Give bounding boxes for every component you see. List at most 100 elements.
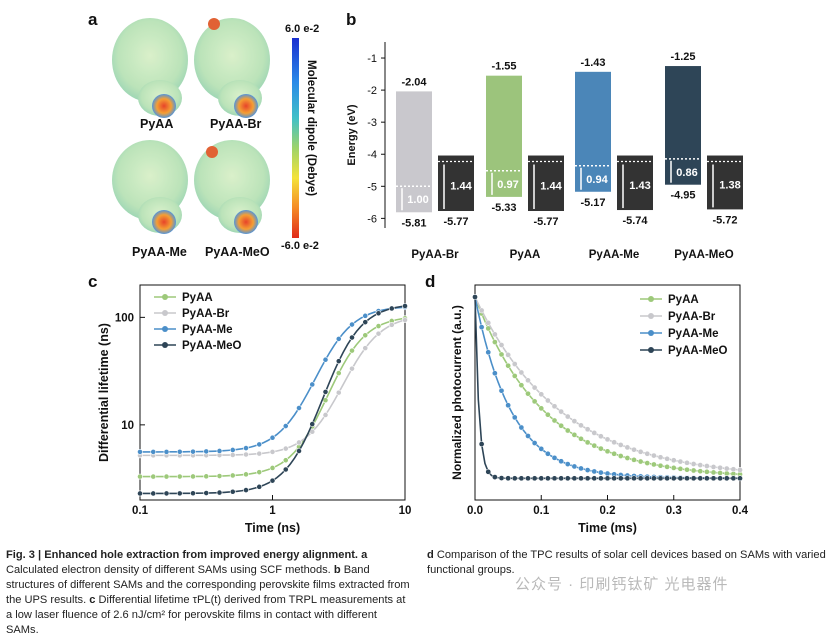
- d-data-point: [571, 418, 578, 424]
- caption-right: d Comparison of the TPC results of solar…: [427, 548, 827, 578]
- d-data-point: [525, 390, 531, 397]
- d-data-point: [664, 475, 670, 482]
- d-x-tick-label: 0.3: [666, 505, 682, 517]
- d-data-point: [551, 403, 558, 410]
- c-data-point: [322, 412, 329, 418]
- c-data-point: [137, 449, 143, 455]
- c-data-point: [229, 472, 236, 479]
- caption-c-label: c: [89, 594, 96, 606]
- d-data-point: [525, 433, 531, 439]
- d-data-point: [631, 446, 637, 453]
- d-data-point: [498, 342, 505, 348]
- d-data-point: [598, 433, 604, 440]
- molecule-label-pyaa: PyAA: [140, 117, 174, 131]
- d-legend-label: PyAA: [668, 294, 699, 306]
- b-category-label: PyAA: [510, 249, 541, 261]
- c-data-point: [335, 389, 342, 396]
- d-data-point: [531, 384, 538, 391]
- c-data-point: [256, 469, 263, 476]
- d-data-point: [505, 402, 511, 409]
- d-data-point: [558, 422, 564, 429]
- c-data-point: [163, 473, 170, 480]
- c-data-point: [216, 473, 223, 479]
- d-data-point: [624, 444, 631, 451]
- c-data-point: [229, 488, 236, 495]
- c-legend-label: PyAA-MeO: [182, 340, 241, 352]
- d-data-point: [584, 439, 591, 446]
- c-data-point: [256, 441, 263, 448]
- d-data-point: [531, 398, 538, 405]
- c-data-point: [282, 457, 289, 464]
- caption-a-label: a: [361, 549, 368, 561]
- d-data-point: [737, 475, 743, 482]
- d-data-point: [492, 331, 498, 338]
- d-data-point: [677, 458, 684, 465]
- d-data-point: [485, 320, 492, 326]
- charts-svg: -1 -2 -3 -4 -5 -6 Energy (eV) -2.04 -5.81 1.00 1.4…: [97, 42, 749, 535]
- c-data-point: [349, 334, 355, 341]
- b-sam-offset-label: 0.86: [676, 167, 697, 179]
- d-data-point: [690, 467, 697, 474]
- d-data-point: [611, 439, 617, 446]
- d-data-point: [604, 470, 611, 477]
- d-data-point: [511, 373, 518, 379]
- d-data-point: [723, 470, 730, 477]
- d-data-point: [478, 307, 485, 314]
- b-sam-top-label: -1.55: [491, 61, 516, 73]
- c-data-point: [150, 448, 157, 455]
- c-data-point: [388, 305, 395, 312]
- caption-left: Fig. 3 | Enhanced hole extraction from i…: [6, 548, 411, 638]
- d-data-point: [737, 467, 743, 473]
- c-data-point: [388, 321, 395, 328]
- d-data-point: [670, 457, 677, 464]
- colorbar-title: Molecular dipole (Debye): [305, 60, 317, 197]
- c-data-point: [203, 473, 210, 480]
- d-data-point: [545, 411, 551, 418]
- c-x-tick-label: 10: [399, 505, 412, 517]
- d-data-point: [505, 475, 511, 482]
- c-data-point: [150, 473, 157, 480]
- d-data-point: [657, 462, 664, 469]
- d-data-point: [564, 461, 571, 467]
- d-data-point: [564, 475, 571, 482]
- b-sam-offset-label: 0.94: [586, 174, 608, 186]
- b-perovskite-offset-label: 1.44: [540, 180, 562, 192]
- d-legend-label: PyAA-Me: [668, 328, 718, 340]
- d-data-point: [598, 475, 604, 482]
- b-category-label: PyAA-Me: [589, 249, 639, 261]
- c-data-point: [402, 317, 408, 323]
- d-data-point: [651, 475, 657, 482]
- d-data-point: [644, 450, 651, 457]
- b-perovskite-bottom-label: -5.77: [533, 216, 558, 228]
- b-perovskite-offset-label: 1.44: [450, 180, 472, 192]
- d-data-point: [624, 455, 631, 461]
- c-data-point: [269, 477, 276, 484]
- c-legend-label: PyAA: [182, 292, 213, 304]
- d-data-point: [478, 441, 485, 447]
- d-data-point: [505, 352, 511, 358]
- d-data-point: [631, 457, 637, 463]
- d-data-point: [657, 475, 664, 482]
- d-series-line: [474, 296, 741, 476]
- c-data-point: [335, 336, 342, 342]
- d-data-point: [485, 468, 492, 475]
- c-data-point: [163, 490, 170, 497]
- d-data-point: [578, 465, 584, 472]
- d-data-point: [564, 427, 571, 434]
- c-data-point: [190, 473, 196, 480]
- d-data-point: [591, 468, 598, 475]
- d-data-point: [505, 362, 511, 369]
- d-data-point: [558, 408, 564, 415]
- d-data-point: [578, 435, 584, 442]
- d-legend-marker: [648, 347, 654, 353]
- d-data-point: [472, 294, 478, 300]
- d-data-point: [511, 475, 518, 482]
- b-perovskite-bottom-label: -5.74: [622, 215, 648, 227]
- c-y-axis-label: Differential lifetime (ns): [97, 323, 111, 462]
- d-x-tick-label: 0.1: [533, 505, 550, 517]
- c-data-point: [269, 448, 276, 455]
- d-data-point: [598, 469, 604, 476]
- b-sam-offset-label: 0.97: [497, 179, 518, 191]
- d-data-point: [730, 466, 737, 473]
- d-data-point: [611, 475, 617, 482]
